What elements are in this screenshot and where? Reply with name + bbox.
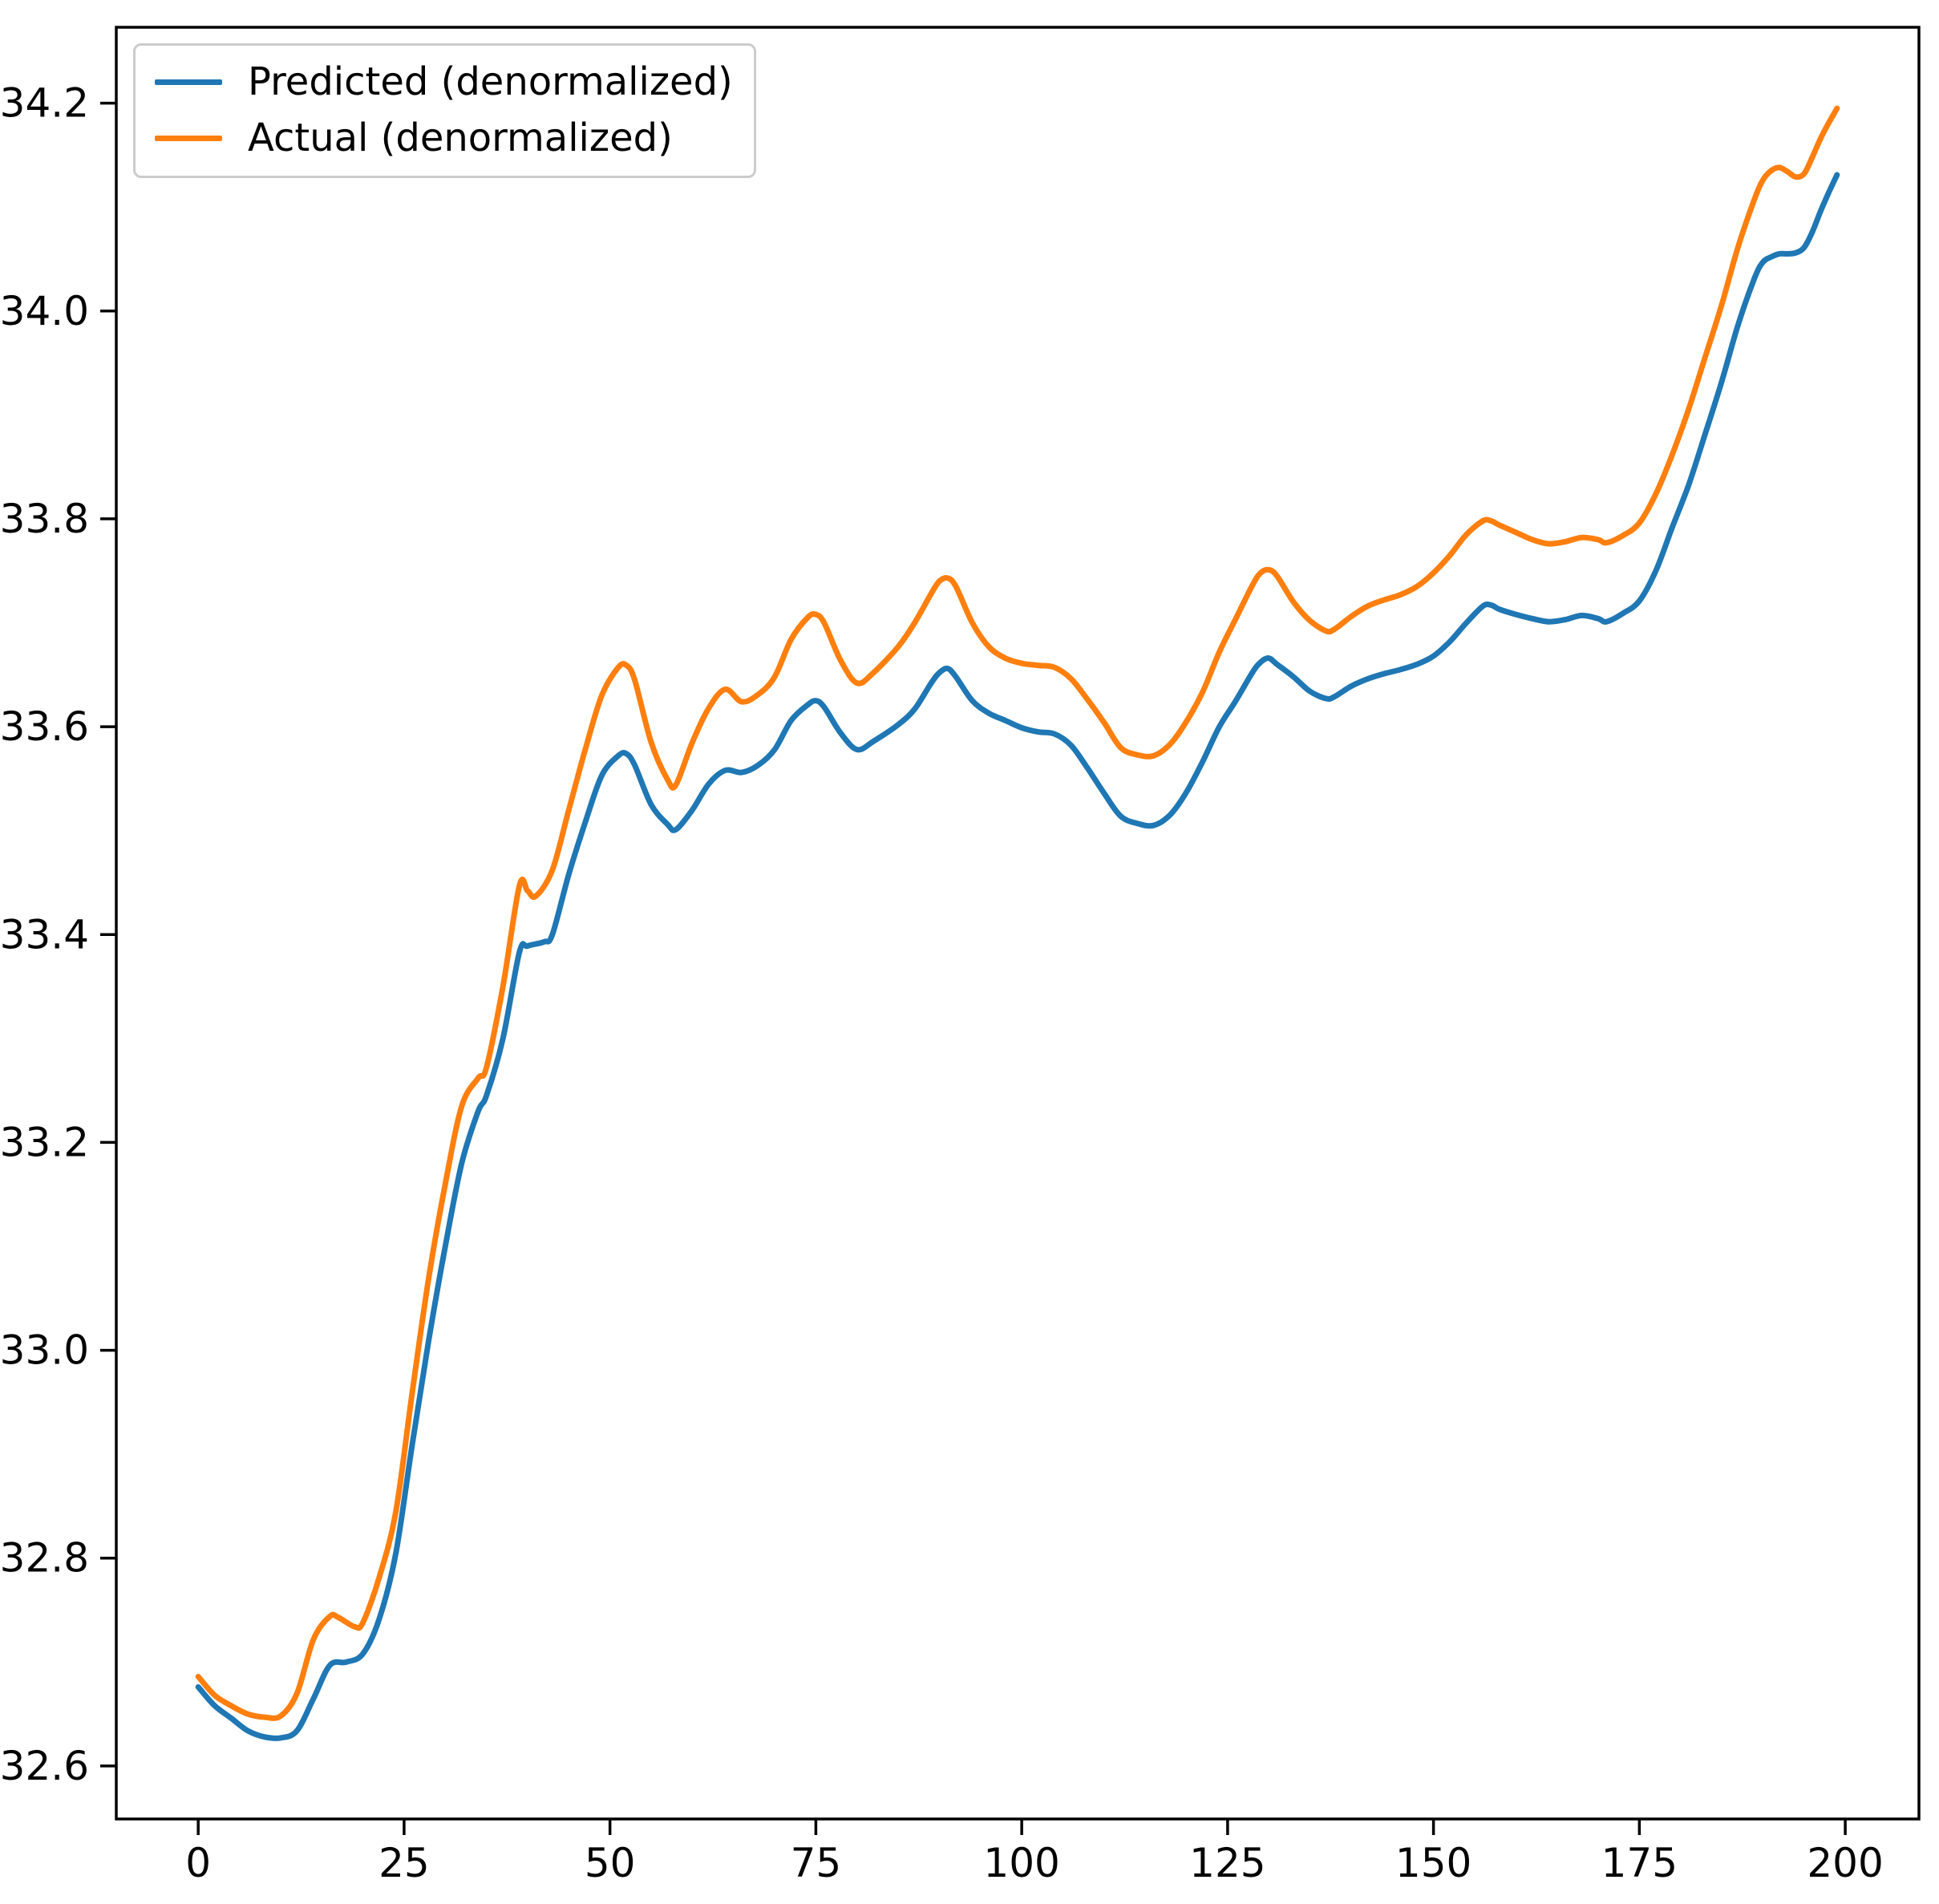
series-line-actual bbox=[195, 105, 1840, 1721]
x-axis-tick-label: 50 bbox=[585, 1840, 636, 1886]
x-axis-tick-label: 175 bbox=[1601, 1840, 1678, 1886]
y-axis-tick-label: 33.8 bbox=[0, 496, 89, 542]
x-axis-tick-label: 150 bbox=[1395, 1840, 1471, 1886]
y-axis-tick-label: 33.2 bbox=[0, 1119, 89, 1165]
legend-entry-predicted: Predicted (denormalized) bbox=[155, 59, 733, 105]
y-axis-tick-label: 33.4 bbox=[0, 911, 89, 958]
y-axis-tick-label: 33.0 bbox=[0, 1327, 89, 1374]
y-axis-tick-label: 32.6 bbox=[0, 1743, 89, 1789]
y-axis-tick-label: 34.2 bbox=[0, 80, 89, 127]
legend-swatch-actual bbox=[155, 135, 222, 141]
legend-entry-actual: Actual (denormalized) bbox=[155, 115, 733, 161]
x-axis-tick-label: 75 bbox=[791, 1840, 842, 1886]
x-axis-tick-label: 125 bbox=[1189, 1840, 1265, 1886]
y-axis-tick-label: 33.6 bbox=[0, 703, 89, 750]
legend-label-actual: Actual (denormalized) bbox=[248, 115, 673, 160]
y-axis-tick-label: 34.0 bbox=[0, 288, 89, 334]
legend-label-predicted: Predicted (denormalized) bbox=[248, 59, 733, 104]
x-axis-tick-label: 100 bbox=[983, 1840, 1059, 1886]
series-line-predicted bbox=[195, 172, 1840, 1741]
x-axis-tick-label: 0 bbox=[185, 1840, 211, 1886]
legend-swatch-predicted bbox=[155, 79, 222, 85]
x-axis-tick-label: 200 bbox=[1807, 1840, 1883, 1886]
x-axis-tick-label: 25 bbox=[378, 1840, 430, 1886]
axes-frame bbox=[115, 26, 1921, 1821]
legend: Predicted (denormalized) Actual (denorma… bbox=[133, 43, 756, 178]
y-axis-tick-label: 32.8 bbox=[0, 1535, 89, 1582]
